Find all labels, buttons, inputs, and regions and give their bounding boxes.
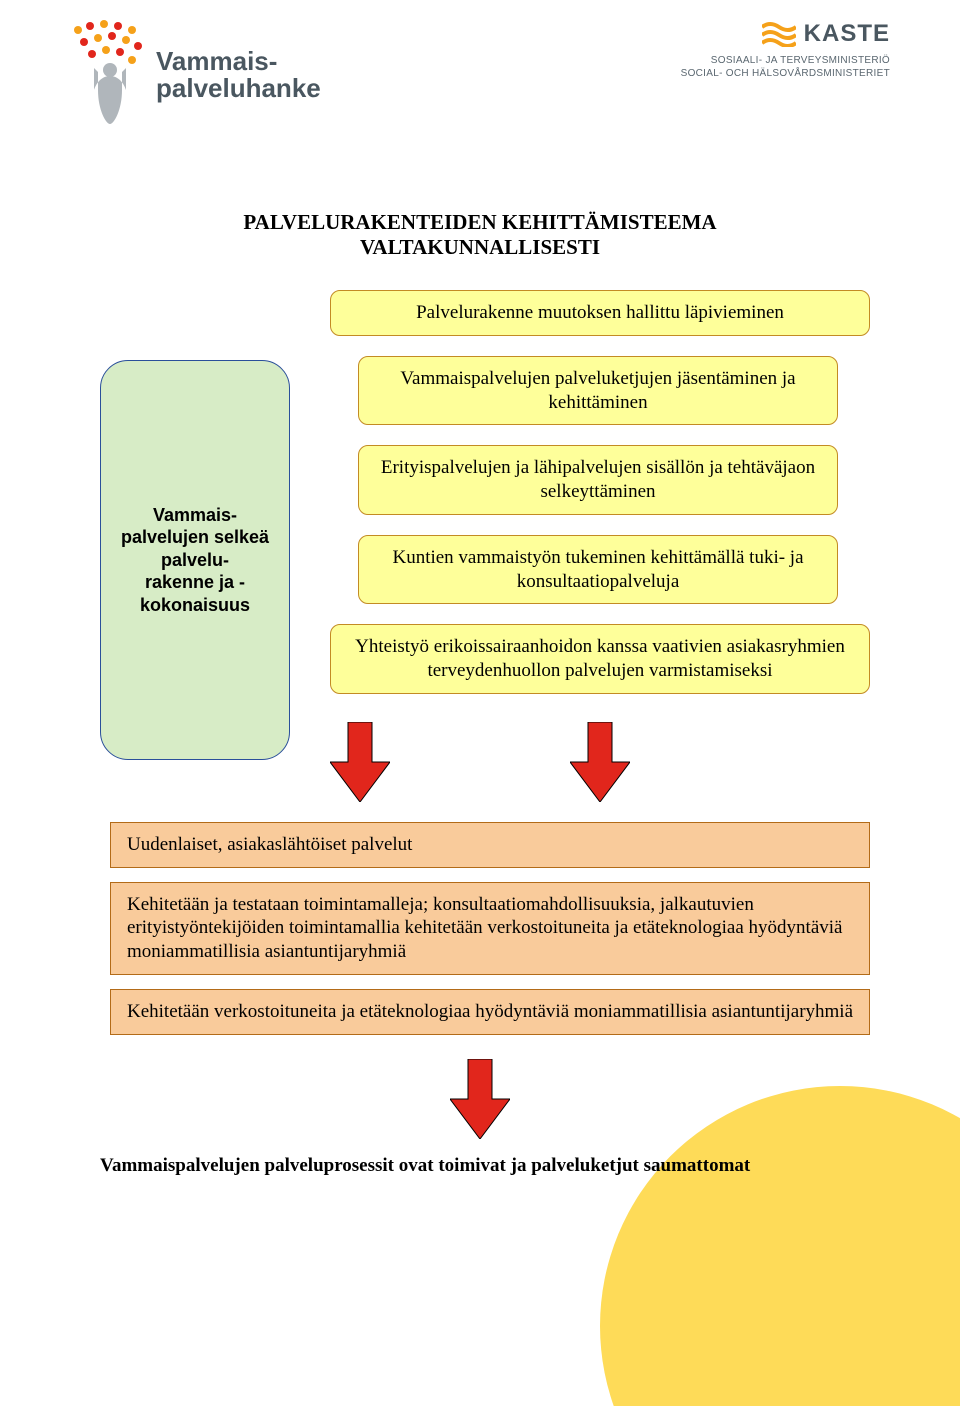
yellow-box-1-text: Palvelurakenne muutoksen hallittu läpivi… [416, 302, 784, 323]
ministry-line2: SOCIAL- OCH HÄLSOVÅRDSMINISTERIET [681, 67, 890, 80]
down-arrow-icon [450, 1059, 510, 1139]
dots-figure-icon [70, 20, 150, 130]
yellow-box-3: Erityispalvelujen ja lähipalvelujen sisä… [358, 445, 838, 515]
yellow-box-2-text: Vammaispalvelujen palveluketjujen jäsent… [400, 368, 795, 413]
down-arrow-icon [330, 722, 390, 802]
flow-diagram: Vammais- palvelujen selkeä palvelu- rake… [70, 290, 890, 1177]
logo-text-line1: Vammais- [156, 48, 321, 75]
orange-box-1-text: Uudenlaiset, asiakaslähtöiset palvelut [127, 834, 412, 855]
yellow-box-5: Yhteistyö erikoissairaanhoidon kanssa va… [330, 624, 870, 694]
kaste-wave-icon [762, 21, 796, 47]
down-arrow-icon [570, 722, 630, 802]
yellow-box-stack: Palvelurakenne muutoksen hallittu läpivi… [330, 290, 890, 694]
page-title: PALVELURAKENTEIDEN KEHITTÄMISTEEMA VALTA… [70, 210, 890, 260]
title-line2: VALTAKUNNALLISESTI [70, 235, 890, 260]
logo-text-line2: palveluhanke [156, 75, 321, 102]
kaste-label: KASTE [804, 20, 890, 48]
green-box-text: Vammais- palvelujen selkeä palvelu- rake… [113, 504, 277, 617]
title-line1: PALVELURAKENTEIDEN KEHITTÄMISTEEMA [70, 210, 890, 235]
green-summary-box: Vammais- palvelujen selkeä palvelu- rake… [100, 360, 290, 760]
arrow-row-bottom [70, 1059, 890, 1139]
yellow-box-1: Palvelurakenne muutoksen hallittu läpivi… [330, 290, 870, 336]
orange-box-2-text: Kehitetään ja testataan toimintamalleja;… [127, 894, 842, 963]
logo-kaste-ministry: KASTE SOSIAALI- JA TERVEYSMINISTERIÖ SOC… [681, 20, 890, 80]
ministry-line1: SOSIAALI- JA TERVEYSMINISTERIÖ [681, 54, 890, 67]
yellow-box-4-text: Kuntien vammaistyön tukeminen kehittämäl… [392, 547, 803, 592]
orange-box-3: Kehitetään verkostoituneita ja etäteknol… [110, 989, 870, 1035]
conclusion-text: Vammaispalvelujen palveluprosessit ovat … [100, 1155, 890, 1177]
yellow-box-5-text: Yhteistyö erikoissairaanhoidon kanssa va… [355, 636, 845, 681]
orange-box-stack: Uudenlaiset, asiakaslähtöiset palvelut K… [110, 822, 870, 1035]
logo-vammaispalveluhanke: Vammais- palveluhanke [70, 20, 321, 130]
yellow-box-4: Kuntien vammaistyön tukeminen kehittämäl… [358, 535, 838, 605]
orange-box-2: Kehitetään ja testataan toimintamalleja;… [110, 882, 870, 975]
orange-box-3-text: Kehitetään verkostoituneita ja etäteknol… [127, 1001, 853, 1022]
page-header: Vammais- palveluhanke KASTE SOSIAALI- JA… [70, 20, 890, 170]
yellow-box-2: Vammaispalvelujen palveluketjujen jäsent… [358, 356, 838, 426]
orange-box-1: Uudenlaiset, asiakaslähtöiset palvelut [110, 822, 870, 868]
yellow-box-3-text: Erityispalvelujen ja lähipalvelujen sisä… [381, 457, 815, 502]
